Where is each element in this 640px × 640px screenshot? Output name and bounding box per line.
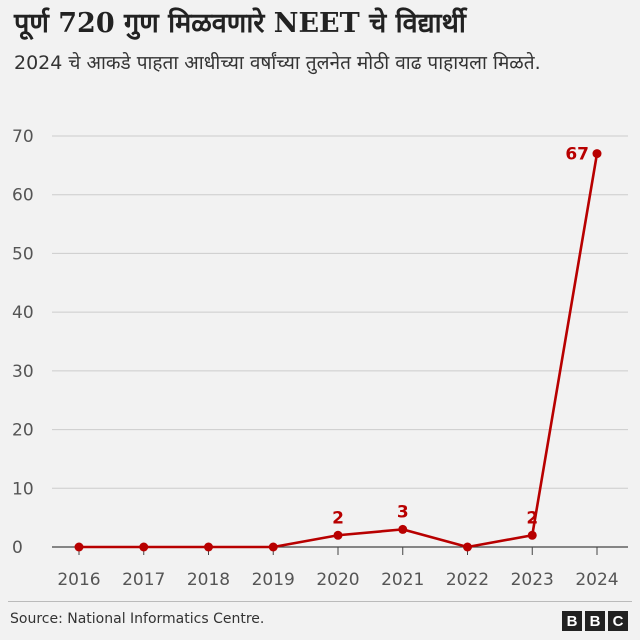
data-point	[398, 524, 408, 534]
y-tick-label: 10	[12, 479, 34, 499]
y-tick-label: 20	[12, 421, 34, 441]
footer-divider	[8, 601, 632, 602]
x-tick-label: 2017	[122, 570, 165, 590]
bbc-logo-letter: C	[608, 611, 628, 631]
chart-subtitle: 2024 चे आकडे पाहता आधीच्या वर्षांच्या तु…	[14, 52, 541, 74]
x-tick-label: 2024	[575, 570, 618, 590]
chart-title: पूर्ण 720 गुण मिळवणारे NEET चे विद्यार्थ…	[14, 8, 466, 39]
y-axis-ticks: 0 10 20 30 40 50 60 70	[12, 127, 34, 558]
y-tick-label: 30	[12, 362, 34, 382]
data-point	[527, 530, 537, 540]
y-tick-label: 40	[12, 303, 34, 323]
x-tick-label: 2022	[446, 570, 489, 590]
data-label: 67	[565, 145, 589, 165]
data-point	[268, 542, 278, 552]
data-point	[74, 542, 84, 552]
x-tick-label: 2023	[511, 570, 554, 590]
data-point	[139, 542, 149, 552]
y-tick-label: 70	[12, 127, 34, 147]
y-tick-label: 60	[12, 186, 34, 206]
source-note: Source: National Informatics Centre.	[10, 611, 265, 627]
data-labels: 2 3 2 67	[332, 145, 589, 529]
data-point	[463, 542, 472, 552]
x-tick-label: 2016	[57, 570, 100, 590]
series-layer	[74, 149, 602, 552]
x-axis-ticks: 2016 2017 2018 2019 2020 2021 2022 2023 2024	[57, 547, 619, 590]
data-point	[204, 542, 213, 552]
x-tick-label: 2020	[316, 570, 359, 590]
line-chart: 0 10 20 30 40 50 60 70 2016 2017 2018 2019 2020 2021…	[12, 127, 628, 590]
data-label: 2	[526, 508, 538, 528]
data-point	[333, 530, 343, 540]
data-label: 2	[332, 508, 344, 528]
data-point	[592, 149, 602, 159]
x-tick-label: 2019	[252, 570, 295, 590]
bbc-logo: B B C	[562, 611, 628, 631]
bbc-logo-letter: B	[585, 611, 605, 631]
bbc-logo-letter: B	[562, 611, 582, 631]
y-tick-label: 50	[12, 244, 34, 264]
data-label: 3	[397, 502, 409, 522]
x-tick-label: 2021	[381, 570, 424, 590]
y-tick-label: 0	[12, 538, 23, 558]
x-tick-label: 2018	[187, 570, 230, 590]
